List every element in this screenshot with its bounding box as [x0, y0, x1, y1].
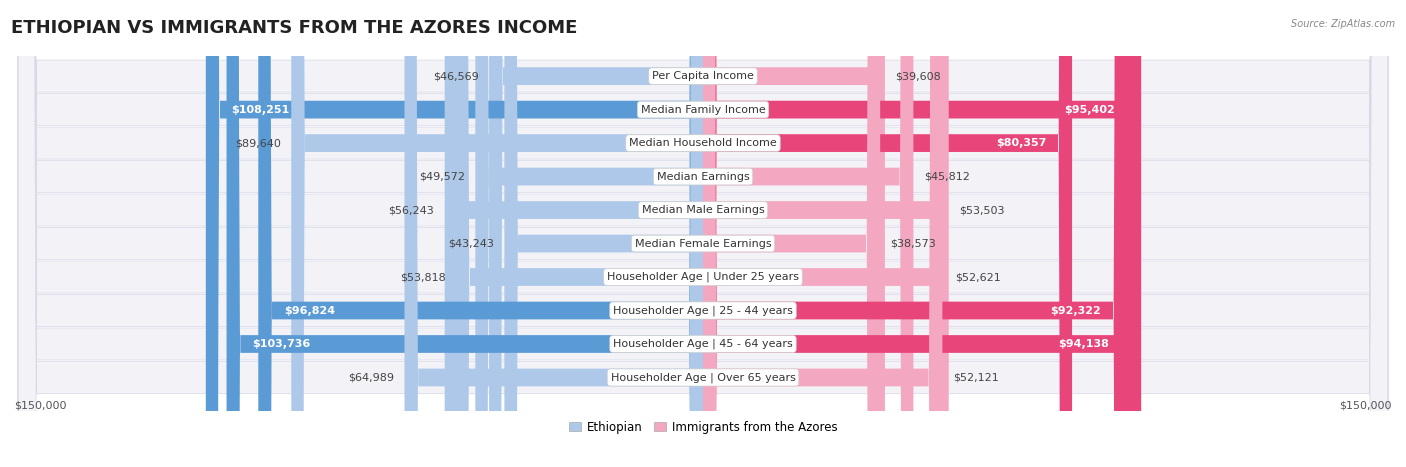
Text: $103,736: $103,736 [253, 339, 311, 349]
Text: $38,573: $38,573 [890, 239, 936, 248]
FancyBboxPatch shape [703, 0, 880, 467]
Legend: Ethiopian, Immigrants from the Azores: Ethiopian, Immigrants from the Azores [564, 416, 842, 439]
FancyBboxPatch shape [703, 0, 1128, 467]
FancyBboxPatch shape [18, 0, 1388, 467]
Text: $43,243: $43,243 [449, 239, 494, 248]
FancyBboxPatch shape [18, 0, 1388, 467]
FancyBboxPatch shape [291, 0, 703, 467]
FancyBboxPatch shape [703, 0, 914, 467]
FancyBboxPatch shape [18, 0, 1388, 467]
Text: $53,503: $53,503 [959, 205, 1004, 215]
Text: Median Family Income: Median Family Income [641, 105, 765, 114]
Text: Householder Age | Over 65 years: Householder Age | Over 65 years [610, 372, 796, 383]
FancyBboxPatch shape [703, 0, 1071, 467]
FancyBboxPatch shape [475, 0, 703, 467]
Text: $89,640: $89,640 [235, 138, 281, 148]
FancyBboxPatch shape [18, 0, 1388, 467]
FancyBboxPatch shape [703, 0, 945, 467]
Text: $52,621: $52,621 [955, 272, 1001, 282]
Text: $39,608: $39,608 [896, 71, 941, 81]
Text: $53,818: $53,818 [399, 272, 446, 282]
Text: $64,989: $64,989 [349, 373, 394, 382]
FancyBboxPatch shape [703, 0, 884, 467]
FancyBboxPatch shape [703, 0, 942, 467]
FancyBboxPatch shape [18, 0, 1388, 467]
Text: Median Earnings: Median Earnings [657, 171, 749, 182]
FancyBboxPatch shape [456, 0, 703, 467]
Text: Householder Age | 45 - 64 years: Householder Age | 45 - 64 years [613, 339, 793, 349]
Text: $92,322: $92,322 [1050, 305, 1101, 316]
FancyBboxPatch shape [703, 0, 949, 467]
FancyBboxPatch shape [18, 0, 1388, 467]
Text: $49,572: $49,572 [419, 171, 465, 182]
Text: $94,138: $94,138 [1059, 339, 1109, 349]
Text: Householder Age | 25 - 44 years: Householder Age | 25 - 44 years [613, 305, 793, 316]
FancyBboxPatch shape [18, 0, 1388, 467]
FancyBboxPatch shape [205, 0, 703, 467]
Text: $108,251: $108,251 [232, 105, 290, 114]
Text: Median Female Earnings: Median Female Earnings [634, 239, 772, 248]
FancyBboxPatch shape [703, 0, 1136, 467]
FancyBboxPatch shape [444, 0, 703, 467]
Text: $45,812: $45,812 [924, 171, 970, 182]
Text: Median Male Earnings: Median Male Earnings [641, 205, 765, 215]
FancyBboxPatch shape [505, 0, 703, 467]
Text: Source: ZipAtlas.com: Source: ZipAtlas.com [1291, 19, 1395, 28]
Text: $150,000: $150,000 [14, 401, 66, 411]
Text: Householder Age | Under 25 years: Householder Age | Under 25 years [607, 272, 799, 282]
Text: $96,824: $96,824 [284, 305, 335, 316]
FancyBboxPatch shape [405, 0, 703, 467]
Text: Median Household Income: Median Household Income [628, 138, 778, 148]
Text: $56,243: $56,243 [388, 205, 434, 215]
FancyBboxPatch shape [226, 0, 703, 467]
Text: $95,402: $95,402 [1064, 105, 1115, 114]
FancyBboxPatch shape [259, 0, 703, 467]
FancyBboxPatch shape [18, 0, 1388, 467]
FancyBboxPatch shape [703, 0, 1142, 467]
Text: $80,357: $80,357 [995, 138, 1046, 148]
FancyBboxPatch shape [18, 0, 1388, 467]
Text: $150,000: $150,000 [1340, 401, 1392, 411]
FancyBboxPatch shape [489, 0, 703, 467]
Text: Per Capita Income: Per Capita Income [652, 71, 754, 81]
Text: ETHIOPIAN VS IMMIGRANTS FROM THE AZORES INCOME: ETHIOPIAN VS IMMIGRANTS FROM THE AZORES … [11, 19, 578, 37]
Text: $52,121: $52,121 [953, 373, 998, 382]
FancyBboxPatch shape [18, 0, 1388, 467]
Text: $46,569: $46,569 [433, 71, 479, 81]
